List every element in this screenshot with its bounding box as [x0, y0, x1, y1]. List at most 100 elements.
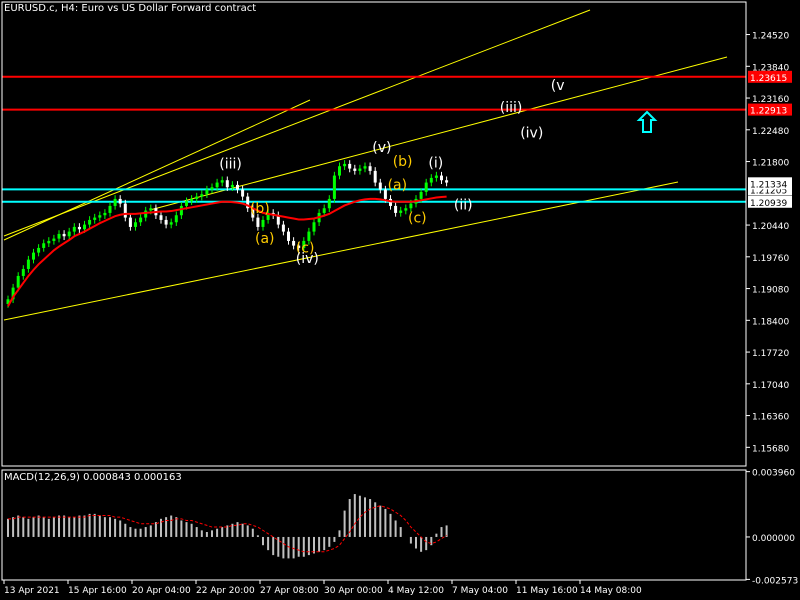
price-pane[interactable]: (iii)(b)(a)(c)(iv)(v)(b)(a)(c)(i)(ii)(ii…: [2, 9, 746, 321]
candle-body: [429, 177, 433, 183]
candle-body: [128, 217, 132, 227]
macd-signal-line: [8, 505, 447, 553]
candle-body: [302, 240, 306, 248]
wave-label: (i): [428, 156, 443, 172]
price-level-label: 1.21205: [750, 186, 787, 196]
candle-body: [47, 240, 51, 244]
candle-body: [225, 180, 229, 188]
candle-body: [399, 210, 403, 213]
y-tick-label: 1.19080: [752, 286, 789, 296]
candle-body: [6, 299, 10, 304]
candle-body: [139, 217, 143, 223]
candle-body: [103, 212, 107, 216]
candle-body: [440, 175, 443, 181]
x-tick-label: 11 May 16:00: [516, 586, 578, 596]
candle-body: [276, 215, 280, 225]
candle-body: [21, 268, 25, 276]
wave-label: (iv): [520, 125, 543, 141]
candle-body: [174, 215, 178, 223]
candle-body: [338, 166, 341, 176]
x-tick-label: 14 May 08:00: [580, 586, 642, 596]
y-tick-label: 1.17720: [752, 349, 789, 359]
current-price-label: 1.21334: [750, 180, 787, 190]
price-level-tag: [748, 70, 792, 83]
candle-body: [383, 189, 387, 199]
candle-body: [93, 217, 97, 220]
candle-body: [419, 191, 423, 199]
wave-label: (b): [250, 201, 270, 217]
price-level-label: 1.23615: [750, 74, 787, 84]
trend-line: [3, 181, 679, 321]
wave-label: (c): [296, 241, 315, 257]
candle-body: [409, 203, 413, 209]
macd-y-tick-label: -0.002573: [752, 576, 798, 586]
candle-body: [67, 231, 71, 237]
candle-body: [88, 219, 92, 225]
candle-body: [287, 231, 290, 241]
candle-body: [11, 287, 15, 300]
candle-body: [246, 196, 250, 209]
y-tick-label: 1.17040: [752, 381, 789, 391]
candle-body: [57, 233, 61, 239]
candle-body: [200, 194, 204, 197]
candle-body: [134, 222, 137, 227]
wave-label: (v): [372, 140, 391, 156]
candle-body: [77, 226, 81, 230]
candle-body: [169, 222, 173, 225]
candle-body: [185, 201, 188, 206]
candle-body: [292, 240, 296, 246]
candle-body: [230, 184, 234, 188]
trend-line: [3, 9, 591, 237]
candle-body: [215, 182, 219, 188]
candle-body: [113, 198, 117, 206]
macd-pane[interactable]: [7, 494, 448, 559]
y-tick-label: 1.21800: [752, 159, 789, 169]
wave-label: (ii): [454, 198, 473, 214]
y-tick-label: 1.15680: [752, 444, 789, 454]
y-tick-label: 1.18400: [752, 317, 789, 327]
candle-body: [251, 208, 255, 218]
candle-body: [373, 170, 377, 183]
candle-body: [16, 275, 20, 288]
price-pane-frame: [1, 1, 747, 467]
y-tick-label: 1.24520: [752, 32, 789, 42]
candle-body: [210, 187, 214, 190]
candle-body: [236, 184, 239, 190]
moving-average-line: [7, 195, 447, 307]
candle-body: [266, 212, 270, 220]
macd-title: MACD(12,26,9) 0.000843 0.000163: [4, 472, 182, 483]
x-tick-label: 4 May 12:00: [388, 586, 444, 596]
candle-body: [32, 252, 35, 260]
x-tick-label: 22 Apr 20:00: [196, 586, 255, 596]
y-tick-label: 1.23840: [752, 63, 789, 73]
candle-body: [368, 166, 372, 171]
candle-body: [281, 224, 285, 232]
candle-body: [348, 163, 352, 169]
candle-body: [108, 205, 112, 213]
candle-body: [358, 168, 362, 171]
price-level-tag: [748, 103, 792, 116]
candle-body: [26, 259, 30, 269]
candle-body: [389, 198, 392, 206]
candle-body: [52, 238, 56, 241]
wave-label: (c): [408, 210, 427, 226]
candle-body: [434, 175, 438, 178]
candle-body: [363, 166, 367, 169]
candle-body: [424, 182, 428, 192]
candle-body: [42, 243, 46, 248]
candle-body: [394, 205, 398, 213]
candle-body: [83, 224, 86, 230]
wave-label: (iii): [500, 100, 523, 116]
candle-body: [179, 205, 183, 216]
wave-label: (v: [551, 78, 565, 94]
x-tick-label: 15 Apr 16:00: [68, 586, 127, 596]
wave-label: (b): [393, 154, 413, 170]
x-tick-label: 13 Apr 2021: [4, 586, 60, 596]
x-tick-label: 20 Apr 04:00: [132, 586, 191, 596]
candle-body: [322, 208, 326, 213]
candle-body: [343, 163, 347, 167]
candle-body: [378, 182, 382, 190]
candle-body: [241, 189, 245, 197]
